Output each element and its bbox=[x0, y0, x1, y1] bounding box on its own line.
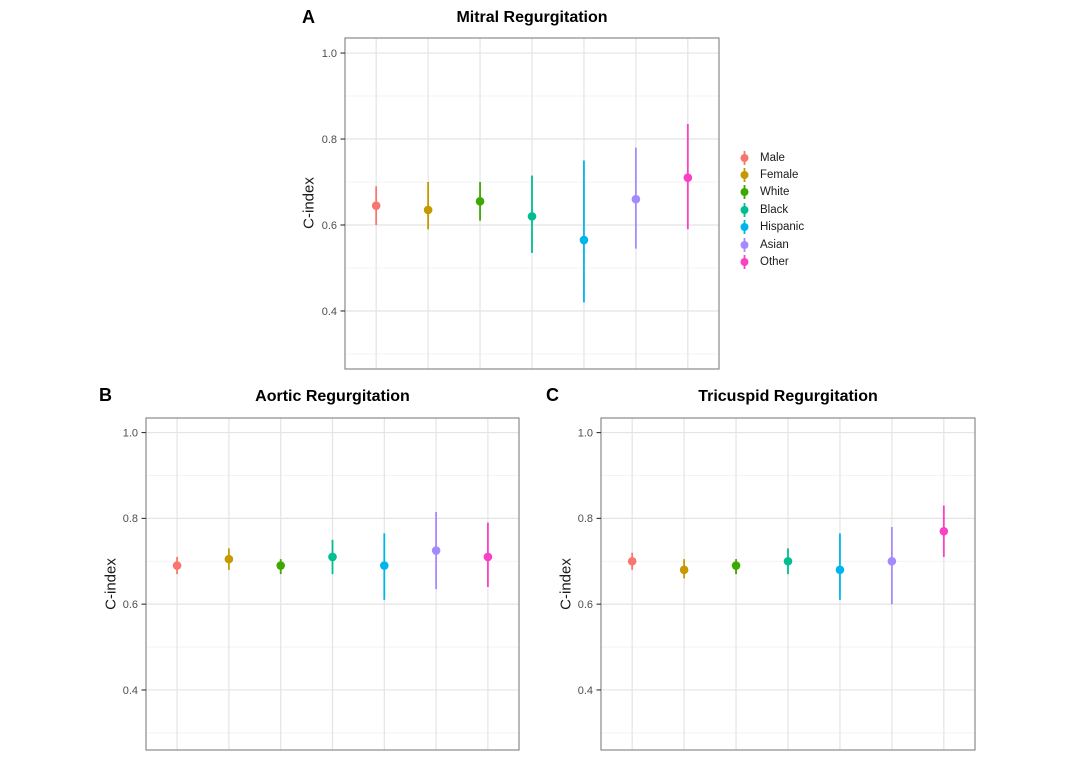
legend-key-dot bbox=[740, 258, 749, 267]
legend-key-pointrange-icon bbox=[740, 220, 749, 235]
legend-item-white: White bbox=[737, 184, 804, 201]
legend-label: Male bbox=[760, 151, 785, 164]
legend-item-male: Male bbox=[737, 149, 804, 166]
legend-item-black: Black bbox=[737, 201, 804, 218]
legend-key-dot bbox=[740, 205, 749, 214]
legend-item-asian: Asian bbox=[737, 236, 804, 253]
legend-key-pointrange-icon bbox=[740, 202, 749, 217]
legend-item-hispanic: Hispanic bbox=[737, 219, 804, 236]
point-tricuspid-white bbox=[731, 561, 741, 570]
plot-area-aortic: 0.4 0.6 0.8 1.0 bbox=[123, 417, 520, 751]
point-mitral-female bbox=[423, 205, 433, 215]
point-aortic-white bbox=[276, 561, 285, 570]
panel-border bbox=[600, 417, 976, 751]
legend-key-pointrange-icon bbox=[740, 185, 749, 200]
y-tick-label: 1.0 bbox=[578, 427, 593, 439]
plot-area-mitral: 0.4 0.6 0.8 1.0 bbox=[322, 37, 720, 370]
point-aortic-hispanic bbox=[380, 561, 389, 570]
legend-label: Asian bbox=[760, 238, 789, 251]
y-tick-label: 0.8 bbox=[322, 134, 337, 146]
y-tick-label: 0.6 bbox=[123, 599, 138, 611]
legend-key-dot bbox=[740, 171, 749, 180]
legend-key-dot bbox=[740, 240, 749, 249]
legend-item-female: Female bbox=[737, 166, 804, 183]
y-tick-label: 0.4 bbox=[322, 306, 337, 318]
legend-label: Hispanic bbox=[760, 221, 805, 234]
y-tick-label: 0.4 bbox=[578, 685, 593, 697]
plot-area-tricuspid: 0.4 0.6 0.8 1.0 bbox=[578, 417, 976, 751]
point-mitral-other bbox=[683, 173, 693, 183]
point-mitral-black bbox=[527, 212, 537, 221]
point-tricuspid-black bbox=[783, 556, 793, 566]
legend-key-dot bbox=[740, 153, 749, 162]
y-tick-label: 0.8 bbox=[578, 513, 593, 525]
point-mitral-hispanic bbox=[579, 235, 589, 245]
panel-title-tricuspid: Tricuspid Regurgitation bbox=[698, 388, 878, 405]
y-tick-label: 0.6 bbox=[322, 220, 337, 232]
legend-key-pointrange-icon bbox=[740, 150, 749, 165]
y-tick-label: 1.0 bbox=[123, 427, 138, 439]
legend-label: Black bbox=[760, 203, 789, 216]
point-aortic-asian bbox=[431, 546, 441, 555]
panel-label-b: B bbox=[99, 385, 112, 405]
point-tricuspid-hispanic bbox=[835, 565, 845, 575]
y-tick-label: 0.6 bbox=[578, 599, 593, 611]
legend-item-other: Other bbox=[737, 253, 804, 270]
point-aortic-black bbox=[328, 552, 337, 562]
point-tricuspid-other bbox=[939, 526, 949, 536]
point-tricuspid-male bbox=[627, 556, 637, 566]
point-mitral-male bbox=[371, 201, 381, 210]
legend-label: White bbox=[760, 186, 790, 199]
panel-border bbox=[145, 417, 520, 751]
panel-label-c: C bbox=[546, 385, 559, 405]
y-tick-label: 1.0 bbox=[322, 48, 337, 60]
panel-label-a: A bbox=[302, 7, 315, 27]
legend: Male Female White Black Hispanic Asian Other bbox=[737, 149, 804, 271]
legend-label: Female bbox=[760, 169, 799, 182]
panel-title-mitral: Mitral Regurgitation bbox=[456, 9, 608, 26]
y-tick-label: 0.8 bbox=[123, 513, 138, 525]
point-mitral-white bbox=[475, 197, 485, 206]
legend-key-dot bbox=[740, 188, 749, 197]
panel-border bbox=[344, 37, 720, 370]
legend-key-dot bbox=[740, 223, 749, 232]
point-tricuspid-female bbox=[679, 565, 689, 575]
point-tricuspid-asian bbox=[887, 556, 897, 566]
legend-key-pointrange-icon bbox=[740, 255, 749, 270]
legend-label: Other bbox=[760, 256, 789, 269]
legend-key-pointrange-icon bbox=[740, 237, 749, 252]
point-aortic-other bbox=[483, 552, 493, 562]
point-aortic-female bbox=[224, 554, 234, 564]
point-aortic-male bbox=[172, 561, 182, 570]
y-tick-label: 0.4 bbox=[123, 685, 138, 697]
point-mitral-asian bbox=[631, 194, 641, 204]
legend-key-pointrange-icon bbox=[740, 168, 749, 183]
panel-title-aortic: Aortic Regurgitation bbox=[255, 388, 410, 405]
